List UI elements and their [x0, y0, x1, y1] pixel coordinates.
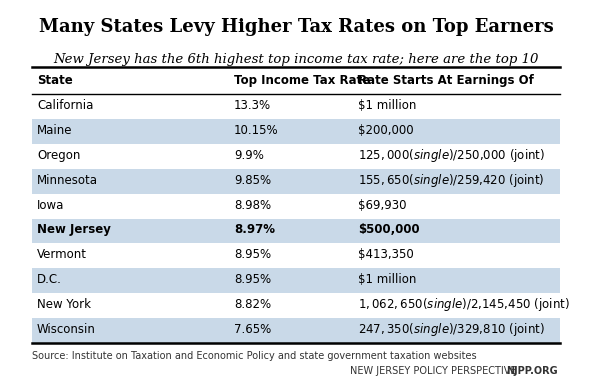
Text: $1,062,650 (single)/$2,145,450 (joint): $1,062,650 (single)/$2,145,450 (joint) [358, 296, 570, 313]
Text: Source: Institute on Taxation and Economic Policy and state government taxation : Source: Institute on Taxation and Econom… [32, 351, 476, 361]
Text: Rate Starts At Earnings Of: Rate Starts At Earnings Of [358, 74, 534, 87]
Text: $155,650 (single)/$259,420 (joint): $155,650 (single)/$259,420 (joint) [358, 172, 545, 189]
Text: Oregon: Oregon [37, 149, 80, 162]
FancyBboxPatch shape [32, 268, 560, 293]
Text: $500,000: $500,000 [358, 223, 420, 236]
Text: Iowa: Iowa [37, 199, 64, 212]
Text: Many States Levy Higher Tax Rates on Top Earners: Many States Levy Higher Tax Rates on Top… [38, 18, 553, 36]
Text: $247,350 (single)/$329,810 (joint): $247,350 (single)/$329,810 (joint) [358, 320, 545, 338]
Text: Minnesota: Minnesota [37, 174, 98, 187]
FancyBboxPatch shape [32, 119, 560, 144]
Text: Top Income Tax Rate: Top Income Tax Rate [234, 74, 370, 87]
Text: 8.82%: 8.82% [234, 298, 271, 311]
FancyBboxPatch shape [32, 169, 560, 194]
Text: New York: New York [37, 298, 91, 311]
Text: 9.9%: 9.9% [234, 149, 264, 162]
Text: $200,000: $200,000 [358, 124, 414, 137]
Text: 8.95%: 8.95% [234, 248, 271, 261]
Text: $413,350: $413,350 [358, 248, 414, 261]
Text: 7.65%: 7.65% [234, 323, 271, 336]
Text: Wisconsin: Wisconsin [37, 323, 96, 336]
Text: $125,000 (single)/$250,000 (joint): $125,000 (single)/$250,000 (joint) [358, 147, 545, 164]
Text: 8.98%: 8.98% [234, 199, 271, 212]
Text: 8.95%: 8.95% [234, 273, 271, 286]
Text: D.C.: D.C. [37, 273, 62, 286]
Text: California: California [37, 99, 94, 112]
Text: Maine: Maine [37, 124, 73, 137]
Text: 8.97%: 8.97% [234, 223, 275, 236]
Text: 13.3%: 13.3% [234, 99, 271, 112]
Text: Vermont: Vermont [37, 248, 87, 261]
Text: $1 million: $1 million [358, 99, 416, 112]
Text: $69,930: $69,930 [358, 199, 407, 212]
Text: State: State [37, 74, 73, 87]
Text: 9.85%: 9.85% [234, 174, 271, 187]
FancyBboxPatch shape [32, 318, 560, 343]
Text: New Jersey has the 6th highest top income tax rate; here are the top 10: New Jersey has the 6th highest top incom… [53, 53, 539, 66]
Text: $1 million: $1 million [358, 273, 416, 286]
Text: New Jersey: New Jersey [37, 223, 111, 236]
Text: NJPP.ORG: NJPP.ORG [506, 366, 558, 376]
Text: NEW JERSEY POLICY PERSPECTIVE: NEW JERSEY POLICY PERSPECTIVE [350, 366, 517, 376]
Text: 10.15%: 10.15% [234, 124, 278, 137]
FancyBboxPatch shape [32, 219, 560, 243]
